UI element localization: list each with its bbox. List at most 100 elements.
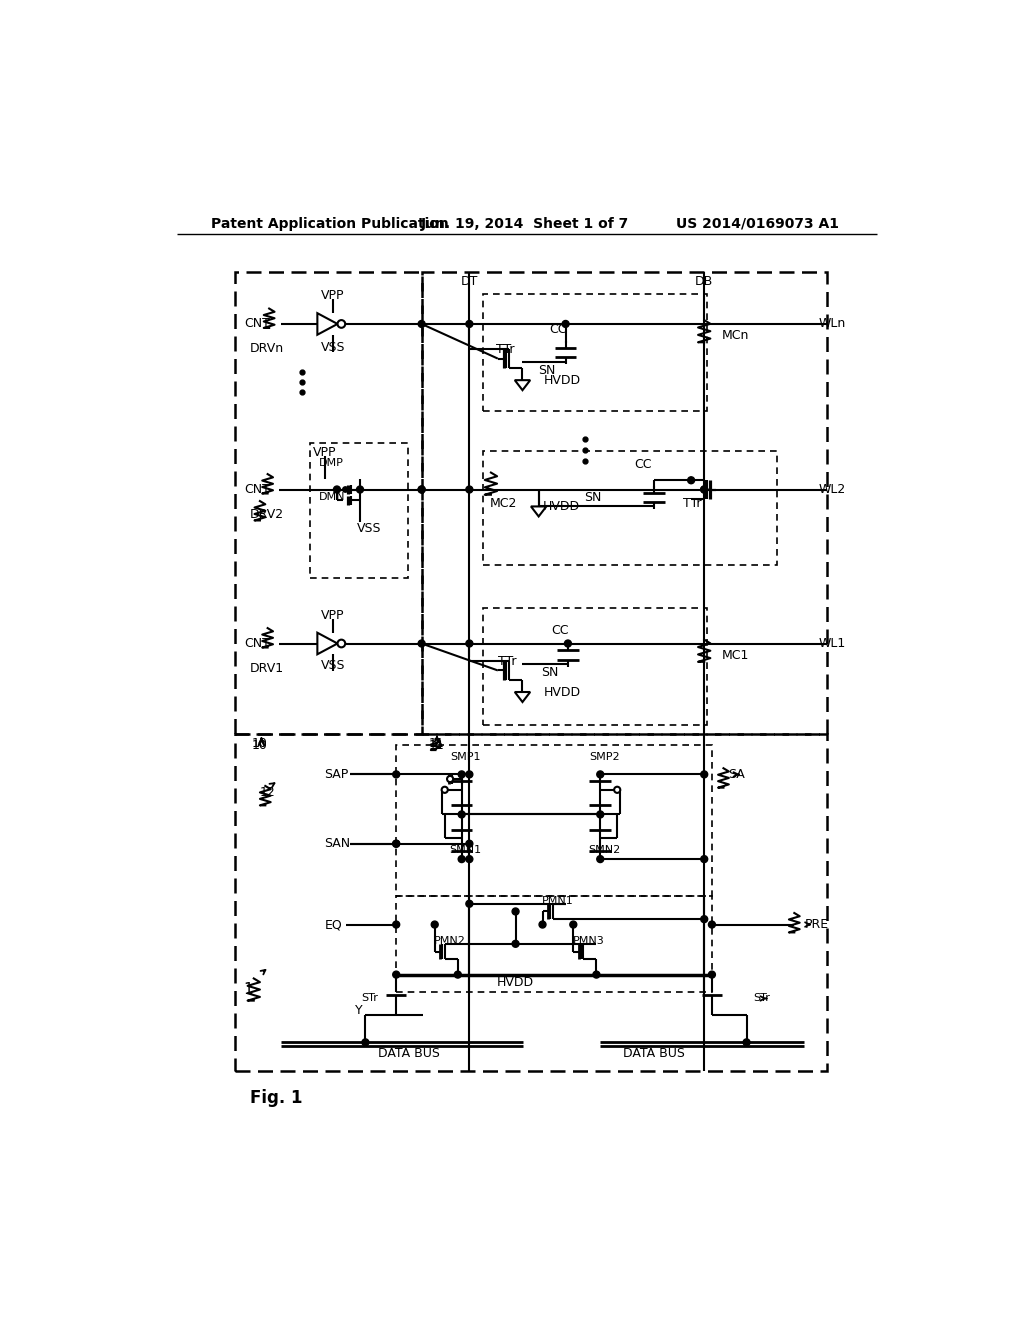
Text: SMP2: SMP2: [589, 752, 620, 763]
Circle shape: [700, 486, 708, 492]
Circle shape: [418, 486, 425, 492]
Text: VPP: VPP: [313, 446, 336, 459]
Text: TTr: TTr: [683, 496, 701, 510]
Text: CNT: CNT: [245, 638, 270, 649]
Text: CNT: CNT: [245, 317, 270, 330]
Circle shape: [539, 921, 546, 928]
Circle shape: [466, 771, 473, 777]
Circle shape: [338, 321, 345, 327]
Text: PRE: PRE: [804, 917, 828, 931]
Text: STr: STr: [754, 994, 770, 1003]
Text: 11: 11: [429, 737, 444, 750]
Text: SN: SN: [538, 364, 555, 378]
Text: SN: SN: [542, 667, 559, 680]
Text: DRV1: DRV1: [250, 661, 284, 675]
Circle shape: [564, 640, 571, 647]
Circle shape: [512, 908, 519, 915]
Circle shape: [447, 776, 454, 781]
Circle shape: [597, 771, 604, 777]
Text: VPP: VPP: [322, 289, 345, 302]
Circle shape: [455, 972, 461, 978]
Text: Fig. 1: Fig. 1: [250, 1089, 302, 1106]
Circle shape: [356, 486, 364, 492]
Circle shape: [361, 1039, 369, 1045]
Circle shape: [614, 787, 621, 793]
Circle shape: [393, 841, 399, 847]
Circle shape: [393, 771, 399, 777]
Circle shape: [466, 900, 473, 907]
Text: DRVn: DRVn: [250, 342, 284, 355]
Text: DMN: DMN: [318, 492, 345, 502]
Text: HVDD: HVDD: [543, 500, 581, 513]
Text: TTr: TTr: [497, 343, 515, 356]
Text: HVDD: HVDD: [544, 685, 582, 698]
Text: WLn: WLn: [819, 317, 846, 330]
Circle shape: [700, 771, 708, 777]
Circle shape: [466, 486, 473, 492]
Text: WL1: WL1: [819, 638, 846, 649]
Circle shape: [466, 841, 473, 847]
Text: SA: SA: [728, 768, 744, 781]
Text: Jun. 19, 2014  Sheet 1 of 7: Jun. 19, 2014 Sheet 1 of 7: [421, 216, 629, 231]
Text: SN: SN: [584, 491, 601, 504]
Text: 12: 12: [260, 785, 275, 799]
Circle shape: [458, 810, 465, 818]
Text: EQ: EQ: [325, 917, 342, 931]
Text: SMN2: SMN2: [588, 845, 621, 855]
Circle shape: [418, 640, 425, 647]
Text: PMN3: PMN3: [572, 936, 604, 946]
Text: VSS: VSS: [321, 341, 345, 354]
Text: MC1: MC1: [722, 648, 750, 661]
Text: HVDD: HVDD: [544, 374, 582, 387]
Text: 10: 10: [252, 739, 268, 751]
Text: MC2: MC2: [490, 496, 517, 510]
Text: SAP: SAP: [325, 768, 349, 781]
Text: DATA BUS: DATA BUS: [624, 1047, 685, 1060]
Text: DMP: DMP: [318, 458, 343, 467]
Text: PMN2: PMN2: [434, 936, 466, 946]
Circle shape: [441, 787, 447, 793]
Circle shape: [597, 810, 604, 818]
Circle shape: [466, 855, 473, 862]
Text: WL2: WL2: [819, 483, 846, 496]
Text: CC: CC: [552, 624, 569, 638]
Circle shape: [334, 486, 340, 492]
Circle shape: [393, 921, 399, 928]
Circle shape: [700, 916, 708, 923]
Circle shape: [562, 321, 569, 327]
Text: 11: 11: [429, 739, 444, 751]
Circle shape: [709, 921, 716, 928]
Text: DRV2: DRV2: [250, 508, 284, 520]
Circle shape: [418, 486, 425, 492]
Circle shape: [593, 972, 600, 978]
Text: HVDD: HVDD: [497, 975, 535, 989]
Text: US 2014/0169073 A1: US 2014/0169073 A1: [676, 216, 839, 231]
Text: STr: STr: [360, 994, 378, 1003]
Circle shape: [458, 855, 465, 862]
Text: Y: Y: [354, 1005, 362, 1018]
Circle shape: [700, 486, 708, 492]
Circle shape: [393, 972, 399, 978]
Text: VSS: VSS: [357, 521, 382, 535]
Circle shape: [393, 841, 399, 847]
Text: CC: CC: [549, 323, 566, 335]
Circle shape: [597, 855, 604, 862]
Text: SAN: SAN: [325, 837, 351, 850]
Text: CNT: CNT: [245, 483, 270, 496]
Circle shape: [343, 487, 348, 492]
Text: 10: 10: [252, 737, 268, 750]
Text: DATA BUS: DATA BUS: [378, 1047, 440, 1060]
Circle shape: [700, 855, 708, 862]
Text: 1: 1: [244, 982, 253, 998]
Circle shape: [418, 321, 425, 327]
Circle shape: [338, 640, 345, 647]
Circle shape: [688, 477, 694, 483]
Circle shape: [569, 921, 577, 928]
Text: CC: CC: [634, 458, 651, 471]
Text: VPP: VPP: [322, 609, 345, 622]
Text: MCn: MCn: [722, 329, 750, 342]
Circle shape: [743, 1039, 750, 1045]
Text: SMP1: SMP1: [451, 752, 480, 763]
Text: TTr: TTr: [498, 655, 516, 668]
Circle shape: [709, 972, 716, 978]
